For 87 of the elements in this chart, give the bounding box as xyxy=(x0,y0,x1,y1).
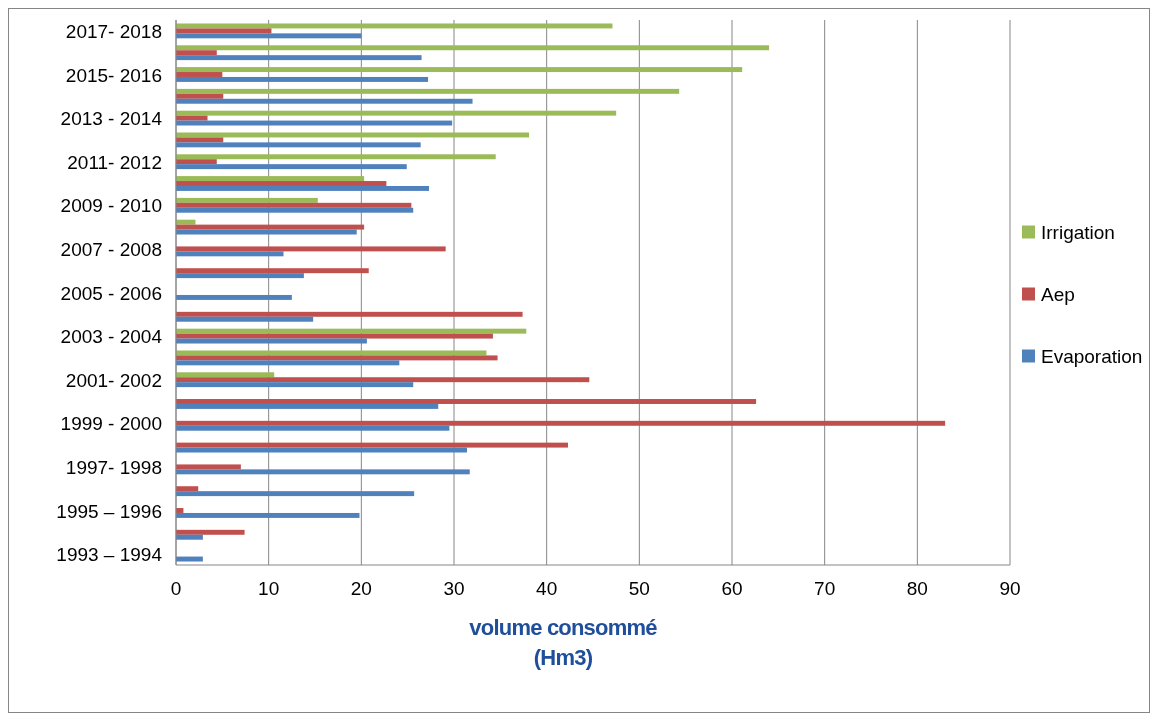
bar xyxy=(176,464,241,470)
bar xyxy=(176,229,357,235)
bar xyxy=(176,268,369,274)
bar xyxy=(176,33,362,39)
x-tick-label: 80 xyxy=(906,578,928,599)
bar xyxy=(176,425,450,431)
x-tick-label: 90 xyxy=(999,578,1021,599)
y-tick-label: 2017- 2018 xyxy=(65,20,162,42)
y-tick-label: 2015- 2016 xyxy=(65,64,162,86)
bar xyxy=(176,399,757,404)
bar xyxy=(176,23,613,29)
bar xyxy=(176,316,314,322)
x-tick-label: 50 xyxy=(628,578,650,599)
bar xyxy=(176,469,470,475)
x-tick-label: 10 xyxy=(258,578,280,599)
bar xyxy=(176,512,360,518)
x-tick-label: 30 xyxy=(443,578,465,599)
bar xyxy=(176,294,292,300)
y-tick-label: 2013 - 2014 xyxy=(60,108,163,130)
bar xyxy=(176,311,523,317)
y-tick-label: 2007 - 2008 xyxy=(60,238,162,260)
bar xyxy=(176,447,467,453)
bar xyxy=(176,491,415,497)
bar xyxy=(176,137,224,143)
bar xyxy=(176,219,196,225)
bar xyxy=(176,534,203,540)
bar xyxy=(176,120,453,126)
bar xyxy=(176,486,199,492)
bar xyxy=(176,67,743,73)
bar xyxy=(176,176,365,182)
bar xyxy=(176,360,400,366)
legend-label: Irrigation xyxy=(1041,221,1115,243)
bar xyxy=(176,55,422,61)
y-tick-label: 1999 - 2000 xyxy=(60,413,162,435)
legend-label: Evaporation xyxy=(1041,345,1143,367)
bar xyxy=(176,273,304,279)
bar xyxy=(176,88,680,94)
bar xyxy=(176,132,530,138)
bar xyxy=(176,355,498,361)
bar xyxy=(176,197,318,203)
bar xyxy=(176,115,208,121)
bar xyxy=(176,45,770,51)
bar xyxy=(176,403,439,409)
y-tick-label: 2005 - 2006 xyxy=(60,282,162,304)
x-axis-title: volume consommé (Hm3) xyxy=(469,615,658,670)
bar xyxy=(176,207,414,213)
y-tick-label: 2009 - 2010 xyxy=(60,195,162,217)
bar xyxy=(176,382,414,388)
bar xyxy=(176,181,387,186)
bar xyxy=(176,556,203,562)
x-tick-label: 20 xyxy=(350,578,372,599)
bar xyxy=(176,529,245,535)
bar xyxy=(176,98,473,104)
bar xyxy=(176,185,429,191)
x-tick-label: 70 xyxy=(814,578,836,599)
legend-label: Aep xyxy=(1041,283,1075,305)
bar xyxy=(176,202,412,208)
bar xyxy=(176,110,617,116)
bar xyxy=(176,154,496,160)
bar xyxy=(176,251,284,257)
bar xyxy=(176,372,275,378)
y-tick-label: 2001- 2002 xyxy=(65,369,162,391)
y-tick-label: 2003 - 2004 xyxy=(60,326,163,348)
x-tick-label: 0 xyxy=(170,578,182,599)
bar xyxy=(176,328,527,334)
bar xyxy=(176,246,446,252)
y-tick-label: 1995 – 1996 xyxy=(56,500,162,522)
bar xyxy=(176,50,217,56)
bar xyxy=(176,159,217,165)
bar xyxy=(176,164,407,170)
y-tick-label: 1993 – 1994 xyxy=(56,544,163,566)
y-tick-label: 2011- 2012 xyxy=(67,151,162,173)
bar xyxy=(176,93,224,99)
y-tick-label: 1997- 1998 xyxy=(65,456,162,478)
bar xyxy=(176,142,421,148)
bar xyxy=(176,442,568,448)
bar xyxy=(176,28,272,34)
x-tick-label: 60 xyxy=(721,578,743,599)
bar xyxy=(176,377,590,383)
bar xyxy=(176,224,365,230)
bar xyxy=(176,72,223,77)
bar xyxy=(176,350,487,356)
bar xyxy=(176,420,946,426)
x-tick-label: 40 xyxy=(536,578,558,599)
bar xyxy=(176,76,429,82)
bar xyxy=(176,338,367,344)
bar xyxy=(176,333,493,339)
